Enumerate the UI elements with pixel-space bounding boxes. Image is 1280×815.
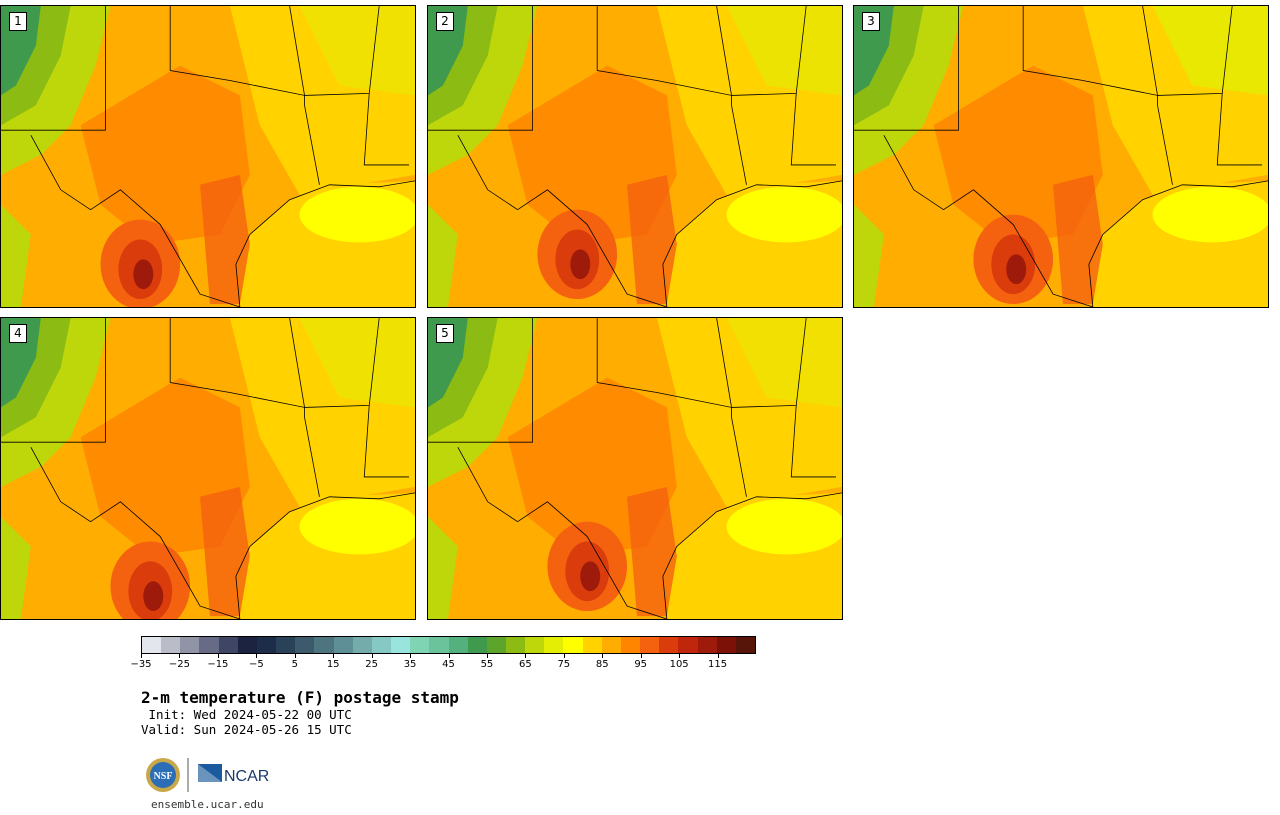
panel-label-3: 3 (862, 12, 880, 31)
colorbar-segment (218, 637, 238, 653)
colorbar-segment (352, 637, 372, 653)
ncar-text: NCAR (224, 768, 269, 785)
colorbar-segment (486, 637, 506, 653)
logos: NSF NCAR (145, 756, 275, 794)
colorbar-tick-label: 95 (634, 659, 648, 670)
colorbar-segment (544, 637, 564, 653)
map-panel-4: 4 (0, 317, 416, 620)
colorbar-tick-label: 35 (403, 659, 417, 670)
map-panel-2: 2 (427, 5, 843, 308)
colorbar-segment (391, 637, 411, 653)
temperature-map-1 (1, 6, 415, 307)
colorbar-segment (180, 637, 200, 653)
nsf-text: NSF (154, 771, 173, 782)
colorbar-segment (601, 637, 621, 653)
temperature-map-3 (854, 6, 1268, 307)
colorbar-segment (161, 637, 181, 653)
init-time: Init: Wed 2024-05-22 00 UTC (141, 707, 352, 722)
site-url: ensemble.ucar.edu (151, 798, 264, 811)
colorbar-tick-label: 55 (480, 659, 494, 670)
panel-label-5: 5 (436, 324, 454, 343)
colorbar-segment (448, 637, 468, 653)
temperature-map-4 (1, 318, 415, 619)
colorbar-segment (505, 637, 526, 653)
panel-label-2: 2 (436, 12, 454, 31)
colorbar-segment (410, 637, 430, 653)
colorbar-segment (295, 637, 315, 653)
nsf-logo-icon: NSF (146, 758, 180, 792)
colorbar-segment (371, 637, 392, 653)
temperature-map-2 (428, 6, 842, 307)
colorbar-segment (697, 637, 717, 653)
panel-label-4: 4 (9, 324, 27, 343)
plot-title: 2-m temperature (F) postage stamp (141, 688, 459, 707)
colorbar-segment (640, 637, 660, 653)
colorbar-tick-labels: −35 −25 −15 −5 5 15 25 35 45 55 65 75 85 95 105 115 (130, 654, 756, 678)
map-panel-3: 3 (853, 5, 1269, 308)
colorbar-segment (333, 637, 353, 653)
colorbar-segment (237, 637, 257, 653)
colorbar-segment (659, 637, 679, 653)
colorbar-tick-label: −25 (168, 659, 190, 670)
map-panel-1: 1 (0, 5, 416, 308)
colorbar-tick-label: 105 (669, 659, 689, 670)
colorbar-segment (620, 637, 641, 653)
colorbar-segment (314, 637, 334, 653)
colorbar-segment (256, 637, 277, 653)
colorbar-tick-label: −35 (130, 659, 152, 670)
colorbar-tick-label: 15 (326, 659, 340, 670)
colorbar-segment (429, 637, 449, 653)
colorbar-tick-label: 115 (708, 659, 728, 670)
colorbar-segment (735, 637, 755, 653)
colorbar-tick-label: 45 (442, 659, 455, 670)
colorbar-segment (142, 637, 162, 653)
colorbar-segment (467, 637, 487, 653)
colorbar-tick-label: 75 (557, 659, 571, 670)
colorbar-segment (563, 637, 583, 653)
colorbar-tick-label: 5 (291, 659, 298, 670)
colorbar-tick-label: −15 (207, 659, 229, 670)
map-panel-5: 5 (427, 317, 843, 620)
colorbar-tick-label: 65 (519, 659, 532, 670)
valid-time: Valid: Sun 2024-05-26 15 UTC (141, 722, 352, 737)
colorbar-segment (276, 637, 296, 653)
colorbar-tick-label: 85 (595, 659, 609, 670)
colorbar-tick-label: 25 (365, 659, 378, 670)
panel-label-1: 1 (9, 12, 27, 31)
temperature-colorbar (141, 636, 756, 654)
colorbar-segment (582, 637, 602, 653)
colorbar-segment (525, 637, 545, 653)
colorbar-segment (678, 637, 698, 653)
colorbar-tick-label: −5 (248, 659, 264, 670)
colorbar-segment (199, 637, 219, 653)
colorbar-segment (716, 637, 736, 653)
ncar-logo-icon: NCAR (198, 764, 269, 785)
temperature-map-5 (428, 318, 842, 619)
